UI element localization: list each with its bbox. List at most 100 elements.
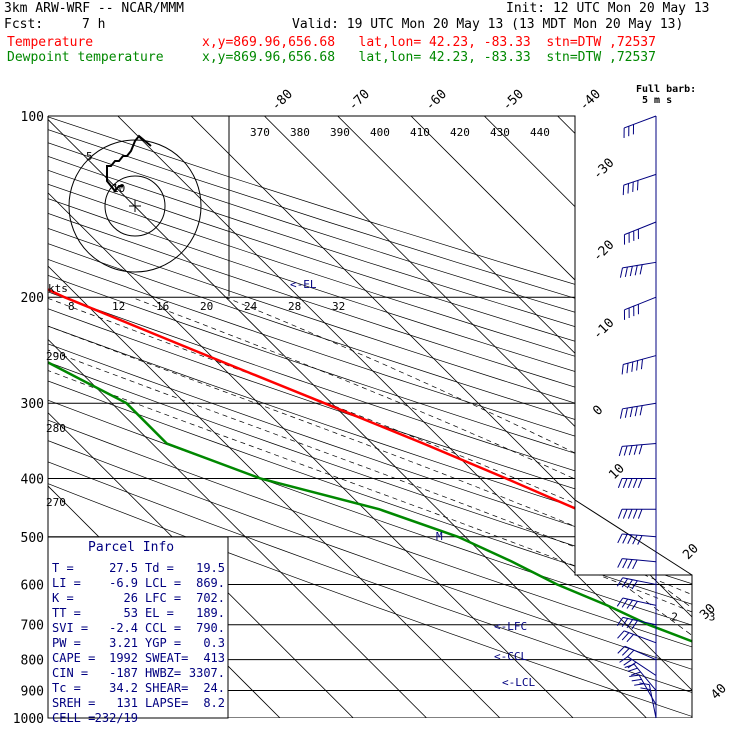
wind-barb-staff	[622, 577, 657, 585]
wind-barb-staff	[623, 173, 657, 186]
parcel-field-value: 0.3	[203, 636, 225, 650]
wind-barb-flag	[638, 444, 643, 455]
parcel-field-label: LAPSE=	[145, 696, 188, 710]
theta-label: 390	[330, 126, 350, 139]
pressure-tick-label: 100	[21, 110, 44, 125]
hodograph-units-label: kts	[48, 282, 68, 295]
dewpoint-profile	[48, 116, 692, 718]
mixing-ratio-label: 3	[709, 611, 716, 624]
wind-barb-flag	[616, 577, 624, 587]
temperature-tick-label: 30	[697, 601, 719, 623]
wind-barb-flag	[640, 687, 651, 691]
wind-barb-staff	[624, 221, 657, 236]
parcel-field-value: 790.	[196, 621, 225, 635]
parcel-info-box	[47, 536, 229, 719]
wind-barb-flag	[631, 620, 638, 630]
isotherm-line	[117, 116, 692, 718]
dry-adiabat-line	[48, 116, 692, 718]
isotherm-line	[337, 116, 692, 718]
wind-barb-flag	[617, 645, 626, 654]
isotherm-line	[48, 116, 647, 718]
dry-adiabat-line	[48, 116, 692, 718]
wind-barb-flag	[621, 618, 629, 628]
parcel-field-value: -6.9	[109, 576, 138, 590]
isotherm-line	[264, 116, 692, 718]
wind-barb-flag	[627, 478, 633, 488]
dry-adiabat-line	[48, 116, 692, 718]
parcel-field-value: 27.5	[109, 561, 138, 575]
theta-e-label: 290	[46, 350, 66, 363]
wind-barb-flag	[626, 579, 633, 589]
isotherm-line	[410, 116, 692, 718]
isotherm-line	[48, 116, 354, 718]
dry-adiabat-line	[48, 116, 692, 718]
pressure-tick-label: 300	[21, 397, 44, 412]
wind-barb-flag	[623, 445, 628, 456]
valid-time: Valid: 19 UTC Mon 20 May 13 (13 MDT Mon …	[292, 17, 684, 32]
wind-barb-flag	[627, 559, 633, 569]
parcel-field-label: PW =	[52, 636, 81, 650]
wind-barb-staff	[622, 616, 657, 626]
wind-barb-flag	[637, 535, 643, 545]
parcel-field-value: 34.2	[109, 681, 138, 695]
parcel-field-label: CCL =	[145, 621, 181, 635]
wind-barb-flag	[627, 667, 638, 672]
hodograph-speed-label: 16	[156, 300, 169, 313]
wind-barb-flag	[618, 446, 623, 457]
wind-barb-flag	[634, 683, 645, 686]
wind-barb-staff	[623, 115, 657, 129]
dry-adiabat-line	[48, 116, 692, 718]
wind-barb-staff	[622, 558, 657, 563]
wind-barb-flag	[623, 659, 633, 666]
wind-barb-flag	[626, 599, 633, 609]
parcel-field-value: 869.	[196, 576, 225, 590]
mixing-ratio-label: 2	[671, 611, 678, 624]
hodograph-speed-label: 24	[244, 300, 258, 313]
wind-barb-flag	[617, 509, 623, 519]
parcel-field-label: LFC =	[145, 591, 181, 605]
wind-barb-staff	[622, 402, 657, 410]
pressure-tick-label: 700	[21, 619, 44, 634]
isotherm-line	[48, 116, 427, 718]
temperature-tick-label: -30	[590, 156, 617, 183]
level-annotation: <-CCL	[494, 650, 527, 663]
wind-barb-flag	[629, 407, 633, 418]
temperature-legend: Temperature	[7, 35, 94, 50]
wind-barb-flag	[617, 558, 623, 568]
wind-barb-staff	[622, 443, 657, 447]
temperature-tick-label: 0	[590, 403, 606, 419]
level-annotation: <-LCL	[502, 676, 535, 689]
hodograph-trace	[106, 134, 152, 193]
wind-barb-flag	[628, 445, 633, 456]
wind-barb-flag	[621, 578, 628, 588]
hodograph-speed-label: 32	[332, 300, 345, 313]
wind-barb-staff	[633, 664, 657, 691]
wind-barb-flag	[632, 559, 638, 570]
wind-barb-flag	[631, 678, 642, 682]
wind-barb-flag	[621, 364, 624, 375]
temperature-tick-label: -70	[346, 87, 373, 114]
wind-barb-flag	[621, 647, 630, 656]
parcel-field-value: 131	[116, 696, 138, 710]
isotherm-line	[630, 116, 692, 718]
wind-barb-staff	[638, 674, 657, 705]
parcel-field-label: T =	[52, 561, 74, 575]
theta-e-label: 280	[46, 422, 66, 435]
wind-barb-flag	[631, 600, 638, 610]
wind-barb-flag	[633, 444, 638, 455]
wind-barb-flag	[627, 661, 637, 669]
wind-barb-flag	[617, 630, 625, 639]
pressure-tick-label: 500	[21, 531, 44, 546]
parcel-field-value: 702.	[196, 591, 225, 605]
level-annotation: <-EL	[290, 278, 317, 291]
dry-adiabat-line	[48, 116, 692, 718]
barb-legend-label: Full barb:	[636, 84, 696, 95]
isotherm-line	[557, 116, 692, 718]
wind-barb-flag	[619, 408, 623, 419]
wind-barb-flag	[619, 656, 628, 663]
parcel-field-value: 3307.	[189, 666, 225, 680]
level-annotation: <-LFC	[494, 620, 527, 633]
wind-barb-flag	[634, 406, 638, 417]
dry-adiabat-line	[48, 116, 692, 718]
wind-barb-flag	[622, 509, 628, 519]
